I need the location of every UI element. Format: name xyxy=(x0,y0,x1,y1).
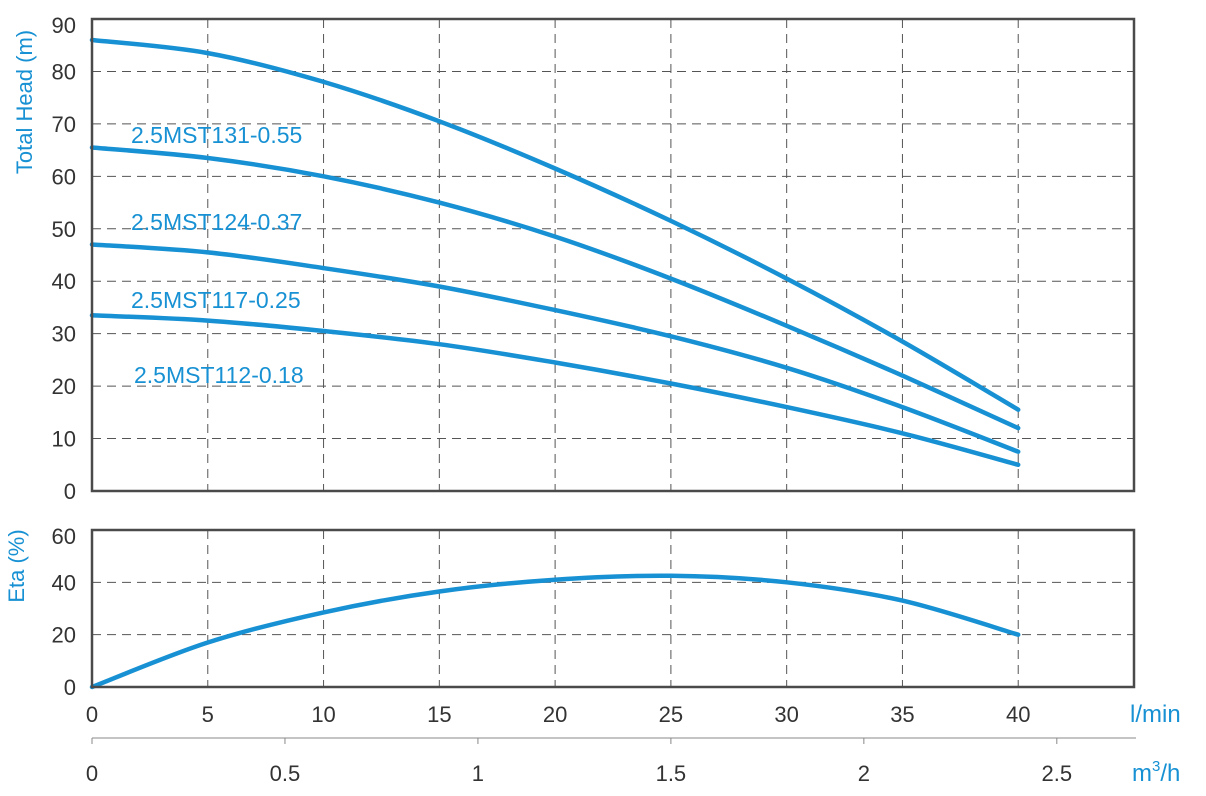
x-tick-label-lmin: 30 xyxy=(774,702,798,727)
eta-y-tick-label: 20 xyxy=(52,623,76,648)
head-y-tick-label: 0 xyxy=(64,479,76,504)
x-tick-label-lmin: 25 xyxy=(659,702,683,727)
x-tick-label-m3h: 2.5 xyxy=(1042,761,1073,786)
head-curve-3 xyxy=(89,242,1021,454)
x-tick-label-m3h: 0 xyxy=(86,761,98,786)
head-y-tick-label: 20 xyxy=(52,374,76,399)
head-grid xyxy=(92,19,1134,491)
head-y-tick-label: 30 xyxy=(52,322,76,347)
x-tick-label-m3h: 0.5 xyxy=(270,761,301,786)
x-tick-label-m3h: 2 xyxy=(858,761,870,786)
head-y-tick-label: 60 xyxy=(52,164,76,189)
eta-y-tick-label: 60 xyxy=(52,524,76,549)
eta-y-tick-label: 40 xyxy=(52,570,76,595)
x-tick-label-lmin: 0 xyxy=(86,702,98,727)
series-label-2.5MST131-0.55: 2.5MST131-0.55 xyxy=(131,122,302,148)
x-tick-label-lmin: 10 xyxy=(311,702,335,727)
series-label-2.5MST117-0.25: 2.5MST117-0.25 xyxy=(131,287,301,313)
eta-grid xyxy=(92,530,1134,687)
eta-curve xyxy=(89,573,1021,690)
head-curve-2 xyxy=(89,145,1021,431)
head-y-tick-label: 10 xyxy=(52,427,76,452)
head-y-tick-label: 90 xyxy=(52,13,76,38)
curves xyxy=(89,37,1021,690)
x-tick-label-lmin: 15 xyxy=(427,702,451,727)
eta-y-tick-label: 0 xyxy=(64,675,76,700)
head-y-tick-label: 40 xyxy=(52,269,76,294)
x-tick-label-lmin: 5 xyxy=(202,702,214,727)
x-tick-label-lmin: 40 xyxy=(1006,702,1030,727)
x-unit-lmin: l/min xyxy=(1130,701,1181,728)
head-y-tick-label: 80 xyxy=(52,59,76,84)
eta-axis-title: Eta (%) xyxy=(4,529,29,602)
x-tick-label-lmin: 35 xyxy=(890,702,914,727)
x-tick-label-lmin: 20 xyxy=(543,702,567,727)
eta-plot-frame xyxy=(90,528,1136,689)
x-tick-label-m3h: 1.5 xyxy=(656,761,687,786)
head-curve-1 xyxy=(89,37,1021,412)
head-axis-title: Total Head (m) xyxy=(12,30,37,174)
series-label-2.5MST124-0.37: 2.5MST124-0.37 xyxy=(131,209,302,235)
head-curve-4 xyxy=(89,313,1021,468)
x-tick-label-m3h: 1 xyxy=(472,761,484,786)
head-y-tick-label: 70 xyxy=(52,112,76,137)
head-plot-frame xyxy=(90,17,1136,493)
x-unit-m3h: m3/h xyxy=(1132,758,1180,787)
head-y-tick-label: 50 xyxy=(52,217,76,242)
series-label-2.5MST112-0.18: 2.5MST112-0.18 xyxy=(134,362,304,388)
